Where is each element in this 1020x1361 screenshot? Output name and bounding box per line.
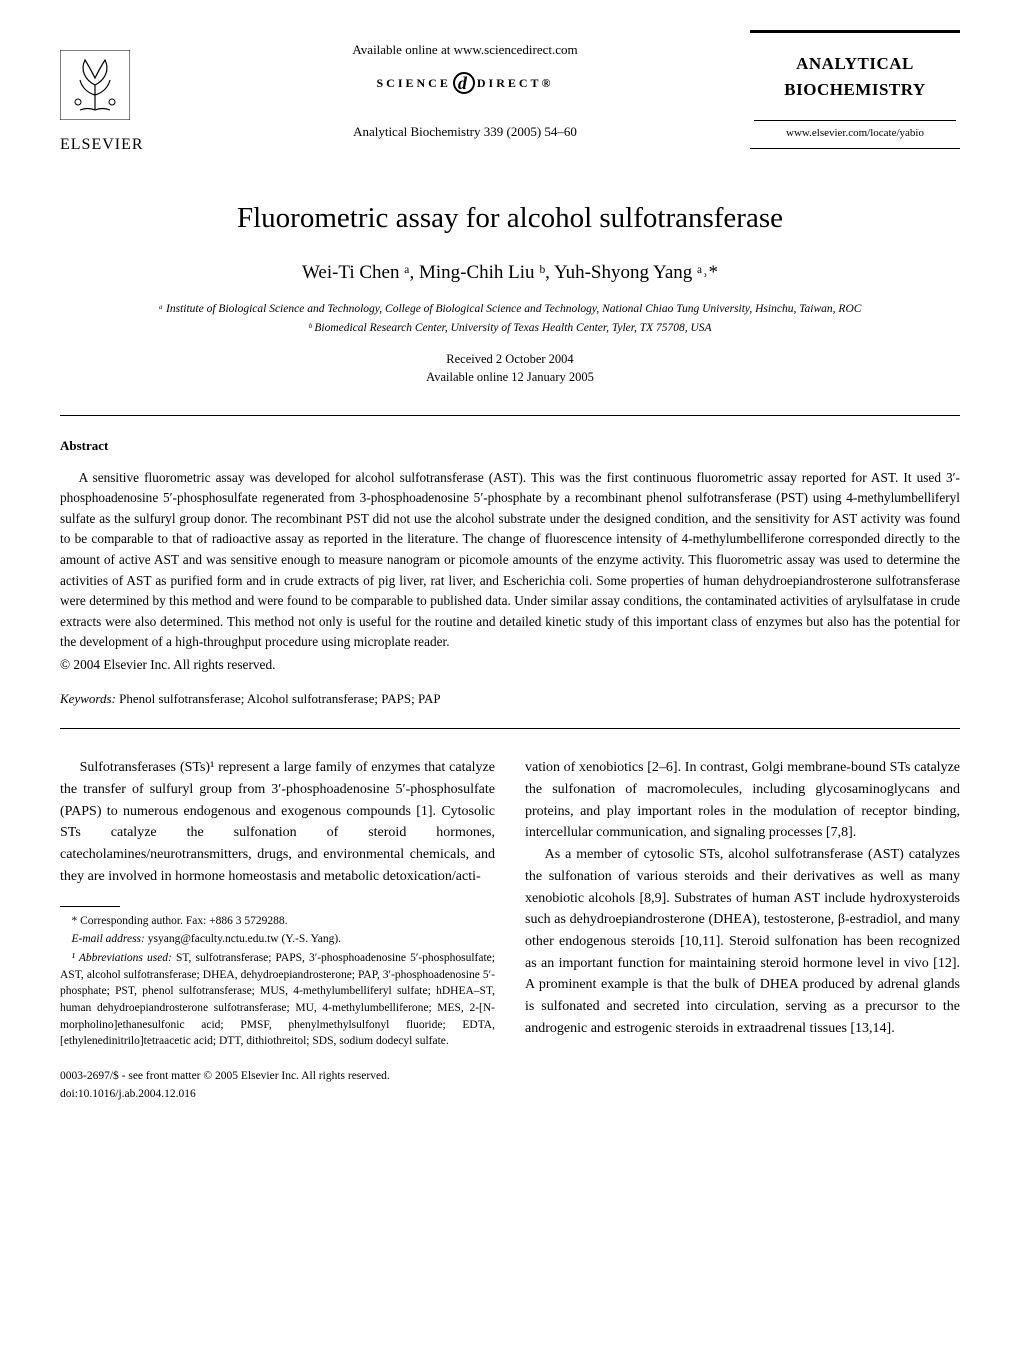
publisher-block: ELSEVIER [60, 30, 180, 157]
footnote-email: E-mail address: ysyang@faculty.nctu.edu.… [60, 931, 495, 948]
abstract-section: Abstract A sensitive fluorometric assay … [60, 436, 960, 708]
footnote-abbreviations: ¹ Abbreviations used: ST, sulfotransfera… [60, 950, 495, 1050]
journal-url: www.elsevier.com/locate/yabio [754, 120, 956, 142]
footer-doi: doi:10.1016/j.ab.2004.12.016 [60, 1086, 495, 1104]
date-available: Available online 12 January 2005 [60, 368, 960, 387]
sd-logo-left: SCIENCE [377, 74, 451, 92]
journal-title-line2: BIOCHEMISTRY [754, 77, 956, 103]
authors: Wei-Ti Chen ᵃ, Ming-Chih Liu ᵇ, Yuh-Shyo… [60, 259, 960, 288]
body-right-p1: vation of xenobiotics [2–6]. In contrast… [525, 757, 960, 844]
available-online-text: Available online at www.sciencedirect.co… [180, 40, 750, 60]
abstract-text: A sensitive fluorometric assay was devel… [60, 468, 960, 653]
sd-logo-icon: d [453, 72, 475, 94]
footnote-abbrev-text: ST, sulfotransferase; PAPS, 3′-phosphoad… [60, 952, 495, 1047]
keywords-label: Keywords: [60, 691, 116, 706]
journal-title-line1: ANALYTICAL [754, 51, 956, 77]
footnote-abbrev-label: ¹ Abbreviations used: [72, 952, 172, 964]
sd-logo-right: DIRECT® [477, 74, 554, 92]
left-column: Sulfotransferases (STs)¹ represent a lar… [60, 757, 495, 1103]
keywords-text: Phenol sulfotransferase; Alcohol sulfotr… [119, 691, 441, 706]
rule-below-abstract [60, 728, 960, 729]
body-right-p2: As a member of cytosolic STs, alcohol su… [525, 844, 960, 1039]
article-title: Fluorometric assay for alcohol sulfotran… [60, 197, 960, 241]
sciencedirect-logo: SCIENCE d DIRECT® [377, 72, 554, 94]
footnote-corresponding: * Corresponding author. Fax: +886 3 5729… [60, 913, 495, 930]
journal-title-box: ANALYTICAL BIOCHEMISTRY www.elsevier.com… [750, 30, 960, 149]
date-received: Received 2 October 2004 [60, 350, 960, 369]
title-block: Fluorometric assay for alcohol sulfotran… [60, 197, 960, 387]
rule-above-abstract [60, 415, 960, 416]
footnote-email-value: ysyang@faculty.nctu.edu.tw (Y.-S. Yang). [148, 933, 341, 945]
body-left-p1: Sulfotransferases (STs)¹ represent a lar… [60, 757, 495, 887]
page-header: ELSEVIER Available online at www.science… [60, 30, 960, 157]
footer-front-matter: 0003-2697/$ - see front matter © 2005 El… [60, 1068, 495, 1086]
body-columns: Sulfotransferases (STs)¹ represent a lar… [60, 757, 960, 1103]
keywords-line: Keywords: Phenol sulfotransferase; Alcoh… [60, 689, 960, 709]
affiliation-a: ᵃ Institute of Biological Science and Te… [60, 301, 960, 318]
right-column: vation of xenobiotics [2–6]. In contrast… [525, 757, 960, 1103]
journal-title: ANALYTICAL BIOCHEMISTRY [754, 51, 956, 102]
abstract-copyright: © 2004 Elsevier Inc. All rights reserved… [60, 655, 960, 675]
publisher-name: ELSEVIER [60, 133, 180, 157]
journal-reference: Analytical Biochemistry 339 (2005) 54–60 [180, 122, 750, 142]
footnote-email-label: E-mail address: [72, 933, 145, 945]
footnotes: * Corresponding author. Fax: +886 3 5729… [60, 913, 495, 1050]
elsevier-tree-icon [60, 50, 130, 120]
footnote-rule [60, 906, 120, 907]
center-header: Available online at www.sciencedirect.co… [180, 30, 750, 141]
abstract-heading: Abstract [60, 436, 960, 456]
affiliation-b: ᵇ Biomedical Research Center, University… [60, 320, 960, 337]
